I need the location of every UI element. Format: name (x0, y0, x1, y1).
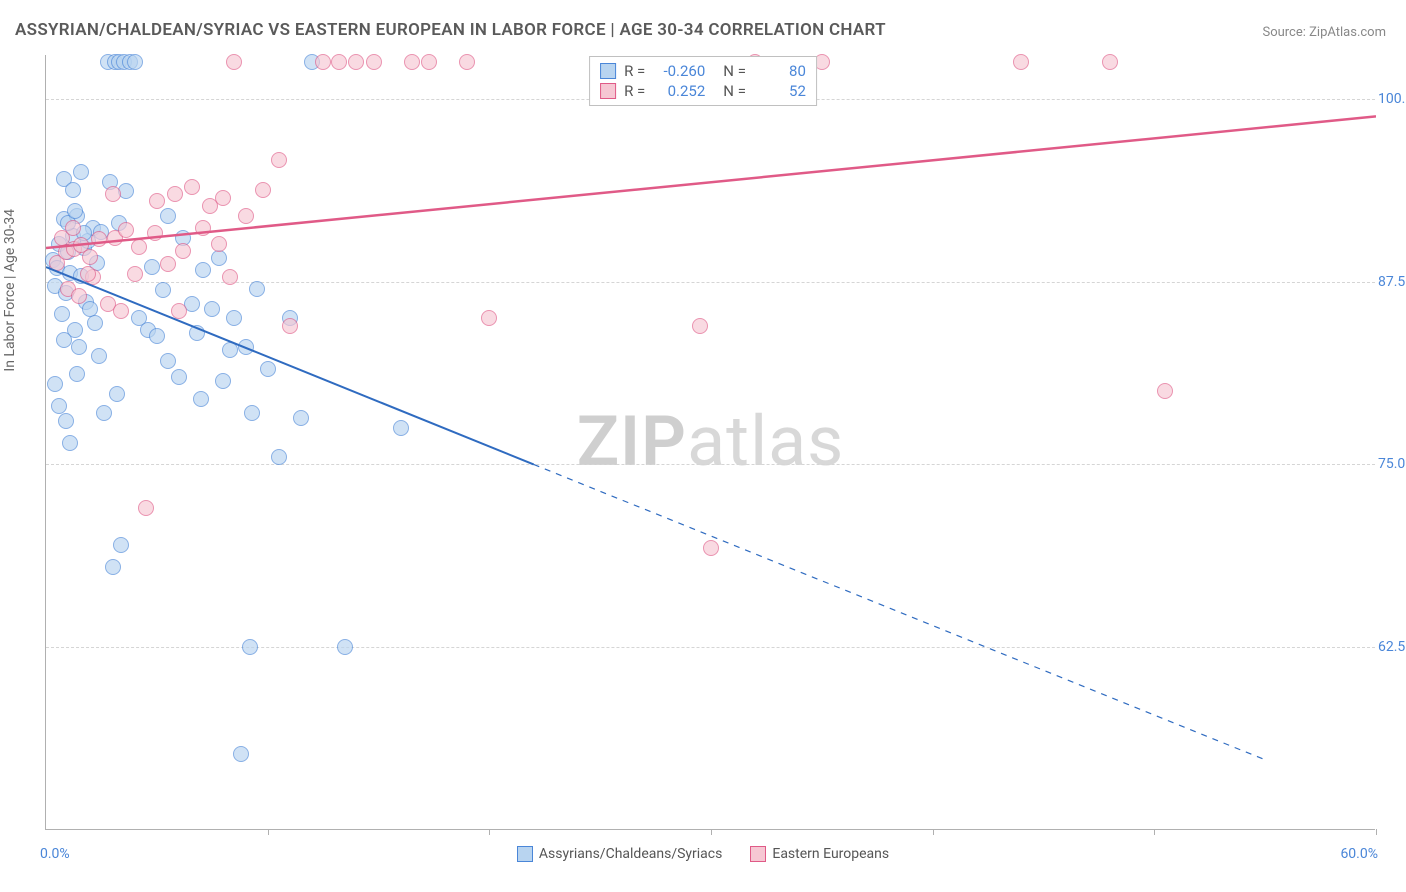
legend-item-series-1: Assyrians/Chaldeans/Syriacs (517, 846, 722, 862)
y-tick-label: 87.5% (1378, 274, 1406, 290)
y-axis-title: In Labor Force | Age 30-34 (2, 209, 18, 372)
source-label: Source: ZipAtlas.com (1262, 25, 1386, 40)
legend-row-series-1: R = -0.260 N = 80 (600, 61, 806, 81)
legend-row-series-2: R = 0.252 N = 52 (600, 81, 806, 101)
swatch-bottom-1 (517, 846, 533, 862)
trendline-eastern-europeans (46, 116, 1376, 248)
correlation-legend: R = -0.260 N = 80 R = 0.252 N = 52 (589, 56, 817, 106)
swatch-series-1 (600, 63, 616, 79)
y-tick-label: 62.5% (1378, 639, 1406, 655)
trendline-assyrians (46, 267, 534, 464)
swatch-series-2 (600, 83, 616, 99)
legend-item-series-2: Eastern Europeans (750, 846, 889, 862)
x-tick (1376, 829, 1377, 835)
y-tick-label: 75.0% (1378, 456, 1406, 472)
trendline-extrapolated-assyrians (534, 464, 1266, 759)
plot-area: ZIPatlas 62.5%75.0%87.5%100.0% (45, 55, 1375, 830)
trendlines-layer (46, 55, 1376, 830)
series-legend: Assyrians/Chaldeans/Syriacs Eastern Euro… (0, 846, 1406, 862)
chart-title: ASSYRIAN/CHALDEAN/SYRIAC VS EASTERN EURO… (15, 20, 886, 40)
y-tick-label: 100.0% (1378, 91, 1406, 107)
swatch-bottom-2 (750, 846, 766, 862)
